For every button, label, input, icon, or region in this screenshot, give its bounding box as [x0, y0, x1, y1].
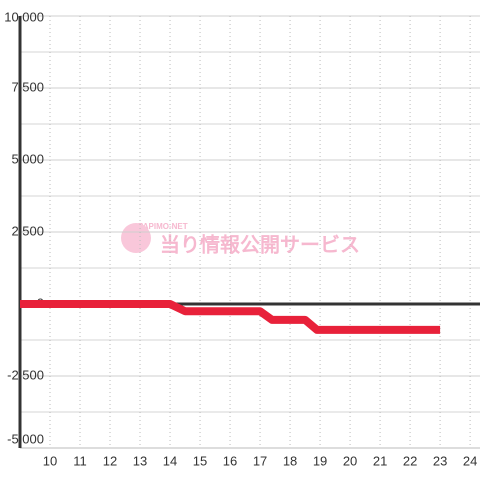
x-tick-label: 20	[343, 453, 357, 468]
x-tick-label: 22	[403, 453, 417, 468]
y-tick-label: 7,500	[11, 79, 44, 94]
y-tick-label: -2,500	[7, 367, 44, 382]
x-tick-label: 11	[73, 453, 87, 468]
x-tick-label: 14	[163, 453, 177, 468]
watermark-logo	[121, 223, 151, 253]
x-tick-label: 18	[283, 453, 297, 468]
x-tick-label: 19	[313, 453, 327, 468]
x-tick-label: 23	[433, 453, 447, 468]
watermark-small: PAPIMO-NET	[138, 222, 188, 231]
y-tick-label: 2,500	[11, 223, 44, 238]
x-tick-label: 15	[193, 453, 207, 468]
x-tick-label: 10	[43, 453, 57, 468]
x-tick-label: 24	[463, 453, 477, 468]
x-tick-label: 16	[223, 453, 237, 468]
x-tick-label: 21	[373, 453, 387, 468]
x-tick-label: 17	[253, 453, 267, 468]
y-tick-label: 10,000	[4, 9, 44, 24]
y-tick-label: 5,000	[11, 151, 44, 166]
series-line	[20, 300, 441, 334]
x-tick-label: 13	[133, 453, 147, 468]
x-tick-label: 12	[103, 453, 117, 468]
y-tick-label: -5,000	[7, 431, 44, 446]
